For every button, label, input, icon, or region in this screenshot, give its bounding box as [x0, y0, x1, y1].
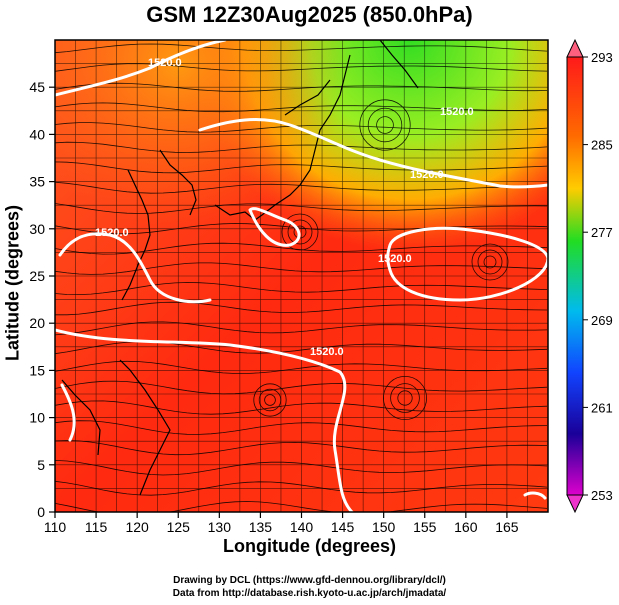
y-tick-label: 35 [29, 174, 45, 190]
x-tick-label: 110 [44, 519, 67, 535]
y-tick-label: 30 [29, 221, 45, 237]
coastlines [61, 40, 419, 496]
x-tick-label: 165 [495, 519, 519, 535]
contour-label: 1520.0 [410, 169, 444, 181]
x-axis-label: Longitude (degrees) [222, 536, 396, 556]
figure-title: GSM 12Z30Aug2025 (850.0hPa) [146, 2, 473, 27]
x-tick-label: 140 [290, 519, 314, 535]
credit-data: Data from http://database.rish.kyoto-u.a… [172, 588, 447, 599]
x-tick-label: 125 [167, 519, 191, 535]
contour-label: 1520.0 [310, 346, 344, 358]
credit-drawing: Drawing by DCL (https://www.gfd-dennou.o… [173, 575, 446, 586]
x-tick-label: 160 [454, 519, 478, 535]
colorbar-bottom-arrow [566, 494, 584, 514]
geopotential-contours [55, 40, 548, 512]
x-tick-label: 115 [85, 519, 108, 535]
contour-label: 1520.0 [95, 227, 129, 239]
colorbar-tick-label: 269 [591, 313, 613, 328]
longitude-ticks: 110 115 120 125 130 135 140 145 150 155 160 165 [44, 512, 519, 535]
contour-label: 1520.0 [440, 106, 474, 118]
y-tick-label: 40 [29, 126, 45, 142]
y-tick-label: 20 [29, 315, 45, 331]
colorbar: 293 285 277 269 261 253 [566, 38, 613, 514]
y-tick-label: 15 [29, 362, 45, 378]
y-tick-label: 45 [29, 79, 45, 95]
x-tick-label: 145 [331, 519, 355, 535]
y-axis-label: Latitude (degrees) [2, 204, 23, 362]
y-tick-label: 25 [29, 268, 45, 284]
y-tick-label: 10 [29, 410, 45, 426]
contour-label: 1520.0 [378, 253, 412, 265]
colorbar-tick-label: 293 [591, 50, 613, 65]
x-tick-label: 135 [249, 519, 273, 535]
colorbar-tick-label: 285 [591, 138, 613, 153]
colorbar-tick-label: 261 [591, 400, 613, 415]
colorbar-ticks: 293 285 277 269 261 253 [583, 50, 613, 503]
contour-labels: 1520.0 1520.0 1520.0 1520.0 1520.0 1520.0 [95, 57, 474, 358]
latitude-ticks: 0 5 10 15 20 25 30 35 40 45 [29, 79, 55, 520]
colorbar-tick-label: 253 [591, 488, 613, 503]
contour-label: 1520.0 [148, 57, 182, 69]
colorbar-top-arrow [566, 38, 584, 58]
x-tick-label: 130 [208, 519, 232, 535]
x-tick-label: 150 [372, 519, 396, 535]
lat-lon-grid [55, 40, 548, 512]
colorbar-tick-label: 277 [591, 225, 613, 240]
x-tick-label: 155 [413, 519, 437, 535]
y-tick-label: 5 [37, 457, 45, 473]
y-tick-label: 0 [37, 504, 45, 520]
x-tick-label: 120 [125, 519, 149, 535]
